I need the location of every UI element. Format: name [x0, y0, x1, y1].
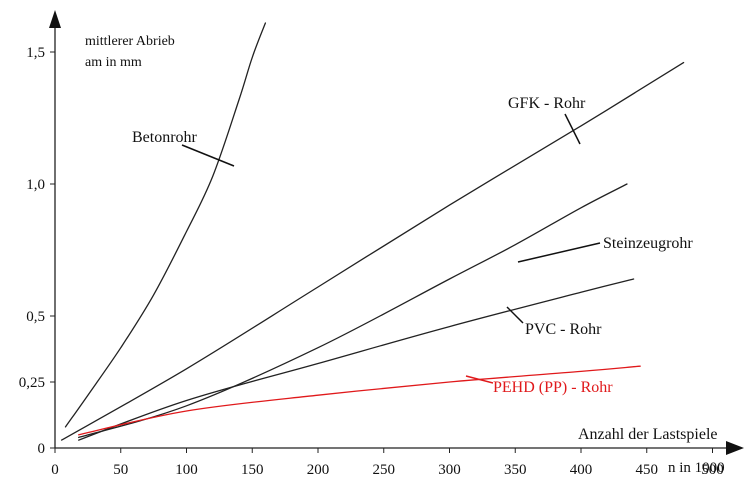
x-tick-label: 350 [504, 462, 527, 478]
series-label-betonrohr: Betonrohr [132, 129, 198, 146]
leader-betonrohr [181, 144, 235, 167]
x-axis-label: Anzahl der Lastspiele [578, 426, 718, 443]
series-label-pvc: PVC - Rohr [525, 321, 602, 338]
series-lines [60, 22, 685, 441]
x-tick-label: 250 [373, 462, 396, 478]
x-tick-label: 50 [113, 462, 128, 478]
x-tick-label: 300 [438, 462, 461, 478]
leader-pehd [465, 375, 494, 384]
leader-pvc [506, 306, 524, 324]
leader-gfk [564, 113, 581, 145]
series-line-pvc-rohr [78, 278, 635, 441]
x-tick-label: 0 [51, 462, 59, 478]
y-axis-label-line1: mittlerer Abrieb [85, 34, 175, 49]
y-axis-label-line2: am in mm [85, 55, 142, 70]
x-tick-label: 100 [175, 462, 198, 478]
ticks: 0 50 100 150 200 250 300 350 400 450 500 0 0,25 0,5 1,… [19, 45, 724, 478]
series-line-gfk-rohr [60, 61, 685, 441]
series-line-steinzeugrohr [78, 183, 628, 439]
y-tick-label: 0,5 [26, 309, 45, 325]
y-tick-label: 1,5 [26, 45, 45, 61]
leader-steinzeug [517, 242, 601, 263]
series-label-gfk: GFK - Rohr [508, 95, 586, 112]
x-tick-label: 500 [701, 462, 724, 478]
series-line-betonrohr [64, 22, 267, 428]
x-tick-label: 400 [570, 462, 593, 478]
x-tick-label: 150 [241, 462, 264, 478]
series-label-pehd: PEHD (PP) - Rohr [493, 379, 613, 396]
x-axis-arrow-icon [726, 441, 744, 455]
x-tick-label: 200 [307, 462, 330, 478]
series-line-pehd-pp-rohr [78, 365, 641, 436]
y-tick-label: 0,25 [19, 375, 45, 391]
y-tick-label: 0 [38, 441, 46, 457]
y-tick-label: 1,0 [26, 177, 45, 193]
x-axis-unit: n in 1000 [668, 460, 725, 476]
x-tick-label: 450 [636, 462, 659, 478]
y-axis-arrow-icon [49, 10, 61, 28]
series-label-steinzeug: Steinzeugrohr [603, 235, 693, 252]
labels: mittlerer Abrieb am in mm Anzahl der Las… [85, 34, 725, 476]
axes [49, 10, 744, 455]
